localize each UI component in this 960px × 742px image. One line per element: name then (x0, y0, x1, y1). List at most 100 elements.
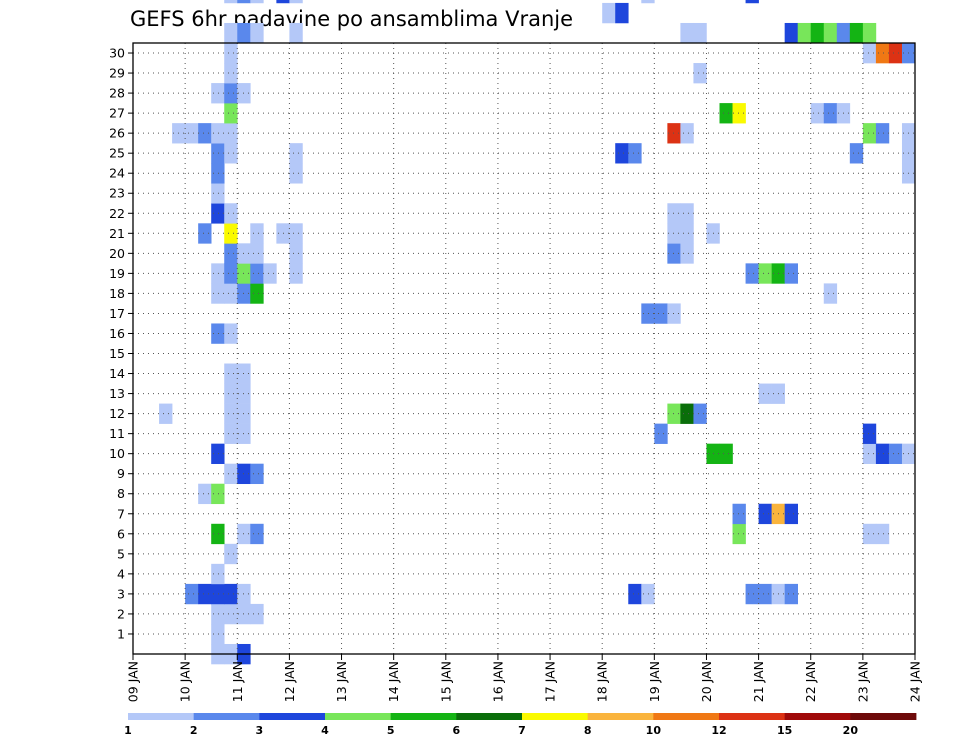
x-tick-label: 09 JAN (126, 661, 141, 702)
x-tick-label: 20 JAN (699, 661, 714, 702)
legend-swatch (390, 713, 457, 720)
heatmap-cell (276, 0, 290, 4)
heatmap-cell (862, 423, 877, 444)
y-tick-label: 18 (109, 286, 125, 301)
heatmap-cell (224, 83, 238, 104)
legend-swatch (719, 713, 786, 720)
legend-label: 6 (453, 724, 461, 737)
heatmap-cell (693, 63, 707, 84)
x-tick-label: 19 JAN (647, 661, 662, 702)
heatmap-cell (732, 503, 746, 525)
heatmap-cell (198, 223, 212, 244)
heatmap-cell (823, 283, 838, 304)
legend-label: 5 (387, 724, 395, 737)
heatmap-cell (745, 263, 759, 284)
heatmap-cell (823, 103, 838, 124)
heatmap-cell (810, 22, 825, 44)
heatmap-cells (159, 0, 916, 665)
heatmap-cell (862, 443, 877, 464)
legend-label: 1 (124, 724, 132, 737)
legend-swatch (653, 713, 720, 720)
heatmap-cell (732, 103, 746, 124)
legend-label: 7 (518, 724, 526, 737)
heatmap-cell (224, 263, 238, 284)
heatmap-cell (888, 443, 903, 464)
color-legend: 1 2 3 4 5 6 7 8 10 12 15 20 (124, 713, 917, 737)
heatmap-cell (667, 303, 681, 324)
heatmap-cell (758, 383, 772, 404)
plot-frame (132, 42, 916, 655)
heatmap-cell (211, 143, 225, 164)
heatmap-cell (745, 0, 759, 4)
y-tick-label: 19 (109, 266, 125, 281)
heatmap-cell (198, 123, 212, 144)
legend-swatch (325, 713, 392, 720)
heatmap-cell (198, 583, 212, 605)
heatmap-cell (250, 263, 264, 284)
heatmap-cell (667, 243, 681, 264)
heatmap-cell (875, 523, 890, 545)
heatmap-cell (211, 523, 225, 545)
heatmap-cell (224, 43, 238, 64)
y-tick-label: 4 (117, 566, 125, 581)
heatmap-cell (680, 243, 694, 264)
x-tick-label: 12 JAN (282, 661, 297, 702)
heatmap-cell (250, 463, 264, 485)
heatmap-cell (680, 203, 694, 224)
heatmap-cell (849, 22, 864, 44)
heatmap-cell (224, 543, 238, 565)
heatmap-cell (667, 203, 681, 224)
heatmap-cell (185, 583, 199, 605)
heatmap-cell (224, 223, 238, 244)
heatmap-cell (224, 583, 238, 605)
x-axis-ticks: 09 JAN 10 JAN 11 JAN 12 JAN 13 JAN 14 JAN 15 J… (126, 654, 923, 702)
x-tick-label: 15 JAN (438, 661, 453, 702)
heatmap-cell (888, 43, 903, 64)
y-tick-label: 5 (117, 546, 125, 561)
heatmap-cell (289, 263, 303, 284)
heatmap-cell (680, 223, 694, 244)
heatmap-cell (211, 203, 225, 224)
heatmap-cell (667, 403, 681, 424)
y-tick-label: 11 (109, 426, 125, 441)
x-tick-label: 14 JAN (386, 661, 401, 702)
heatmap-cell (758, 263, 772, 284)
heatmap-cell (641, 583, 655, 605)
heatmap-cell (250, 22, 264, 44)
y-tick-label: 20 (109, 246, 125, 261)
heatmap-cell (654, 303, 668, 324)
heatmap-cell (628, 143, 642, 164)
x-tick-label: 17 JAN (543, 661, 558, 702)
heatmap-cell (667, 123, 681, 144)
heatmap-cell (289, 0, 303, 4)
x-tick-label: 24 JAN (908, 661, 923, 702)
heatmap-cell (224, 403, 238, 424)
y-tick-label: 8 (117, 486, 125, 501)
heatmap-cell (758, 503, 772, 525)
x-tick-label: 11 JAN (230, 661, 245, 702)
legend-label: 15 (777, 724, 792, 737)
grid-lines (133, 43, 915, 654)
heatmap-cell (211, 83, 225, 104)
x-tick-label: 18 JAN (595, 661, 610, 702)
heatmap-cell (250, 0, 264, 4)
heatmap-cell (654, 423, 668, 444)
heatmap-cell (211, 443, 225, 464)
heatmap-cell (784, 22, 798, 44)
heatmap-cell (211, 603, 225, 625)
heatmap-cell (224, 0, 238, 4)
heatmap-cell (784, 583, 798, 605)
y-tick-label: 22 (109, 206, 125, 221)
x-tick-label: 23 JAN (855, 661, 870, 702)
heatmap-cell (862, 123, 877, 144)
heatmap-cell (211, 483, 225, 505)
y-tick-label: 23 (109, 186, 125, 201)
legend-label: 4 (321, 724, 329, 737)
heatmap-cell (862, 43, 877, 64)
legend-label: 8 (584, 724, 592, 737)
y-tick-label: 25 (109, 146, 125, 161)
y-axis-ticks: 1234567891011121314151617181920212223242… (109, 46, 133, 641)
y-tick-label: 9 (117, 466, 125, 481)
heatmap-cell (784, 263, 798, 284)
